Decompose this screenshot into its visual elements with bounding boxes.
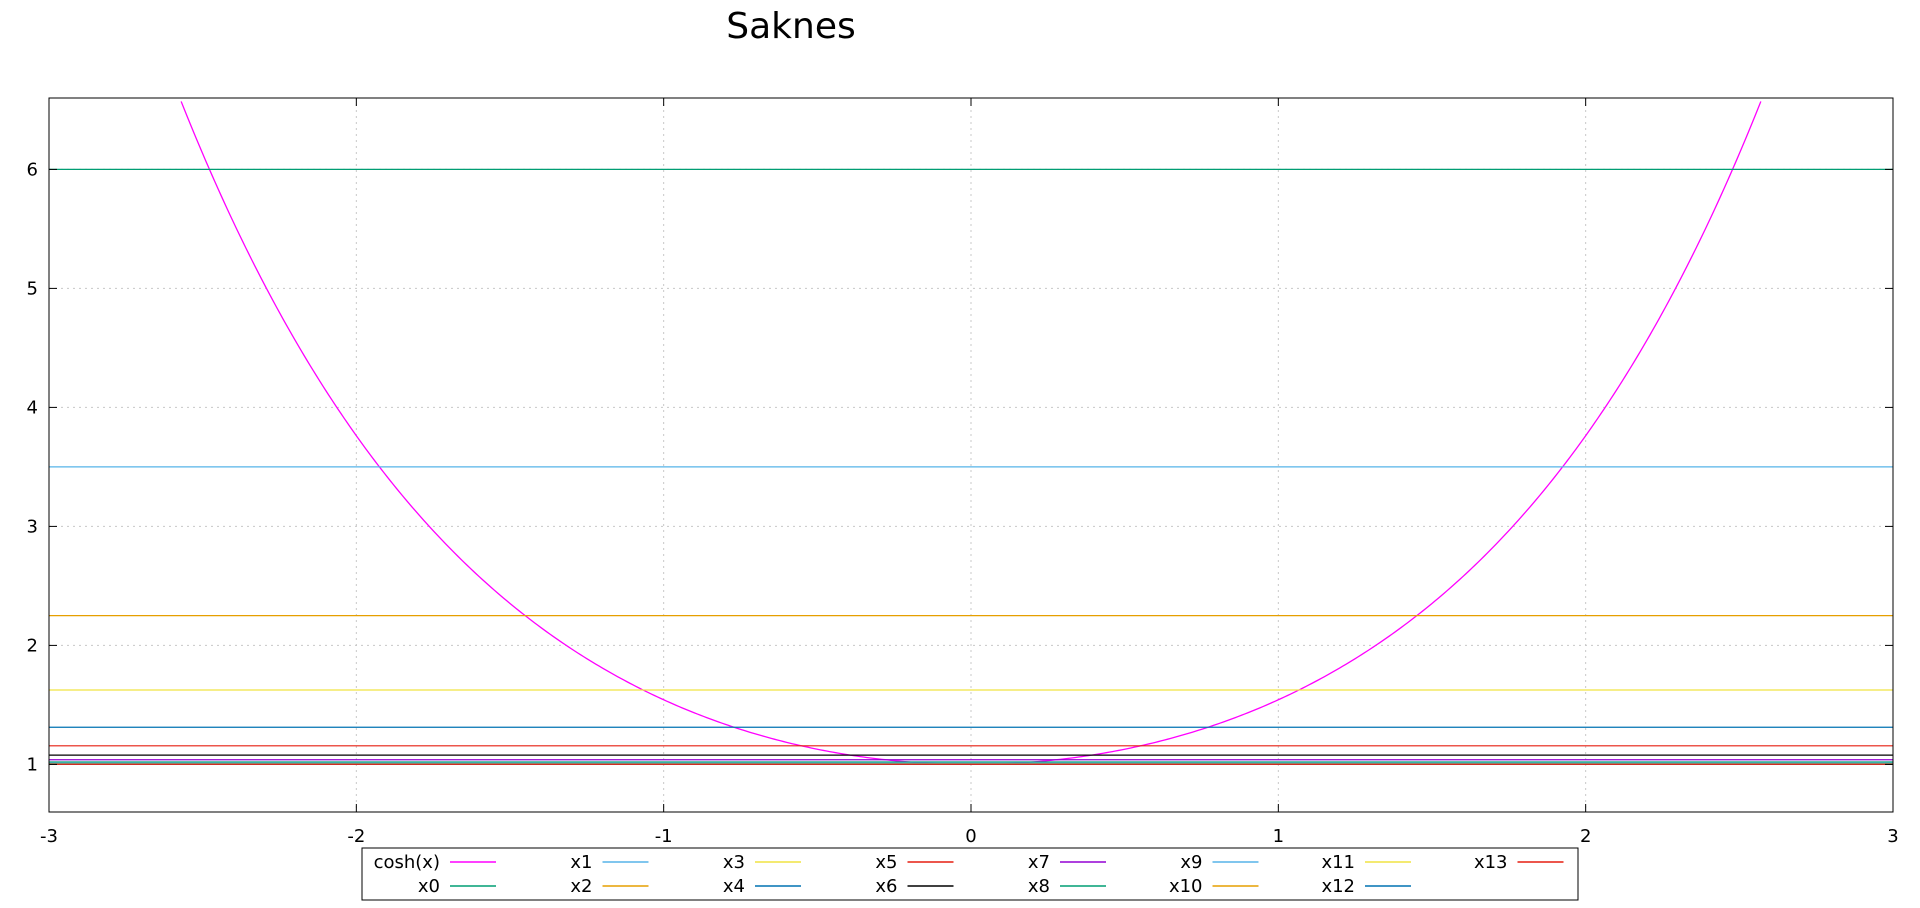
legend-label-x0: x0 (418, 876, 440, 897)
grid-layer (49, 98, 1893, 812)
legend-label-x2: x2 (570, 876, 592, 897)
ticks-layer: -3 -2 -1 0 1 2 3 1 2 3 4 5 6 (27, 98, 1899, 847)
y-tick-label: 3 (27, 516, 38, 537)
y-tick-label: 4 (27, 397, 38, 418)
y-tick-label: 1 (27, 754, 38, 775)
legend-label-x11: x11 (1321, 852, 1355, 873)
x-tick-label: -2 (347, 826, 365, 847)
legend-layer: cosh(x) x0 x1 x2 x3 x4 x5 x6 x7 x8 x9 x10 x11 x12 x13 (361, 847, 1579, 901)
x-tick-label: 3 (1887, 826, 1898, 847)
series-layer (49, 101, 1893, 766)
x-tick-label: -3 (40, 826, 58, 847)
legend-label-x8: x8 (1028, 876, 1050, 897)
y-tick-label: 6 (27, 159, 38, 180)
x-tick-label: 2 (1580, 826, 1591, 847)
legend-label-x9: x9 (1180, 852, 1202, 873)
legend-label-x6: x6 (875, 876, 897, 897)
chart-title: Saknes (726, 6, 856, 47)
legend-label-x12: x12 (1321, 876, 1355, 897)
x-tick-label: 0 (965, 826, 976, 847)
x-tick-label: -1 (655, 826, 673, 847)
legend-box (361, 847, 1579, 901)
legend-label-x3: x3 (723, 852, 745, 873)
y-tick-label: 2 (27, 635, 38, 656)
legend-label-x4: x4 (723, 876, 745, 897)
legend-label-x7: x7 (1028, 852, 1050, 873)
x-tick-label: 1 (1273, 826, 1284, 847)
legend-label-cosh(x): cosh(x) (374, 852, 440, 873)
legend-label-x10: x10 (1169, 876, 1203, 897)
legend-label-x13: x13 (1474, 852, 1508, 873)
y-tick-label: 5 (27, 278, 38, 299)
legend-label-x5: x5 (875, 852, 897, 873)
legend-label-x1: x1 (570, 852, 592, 873)
